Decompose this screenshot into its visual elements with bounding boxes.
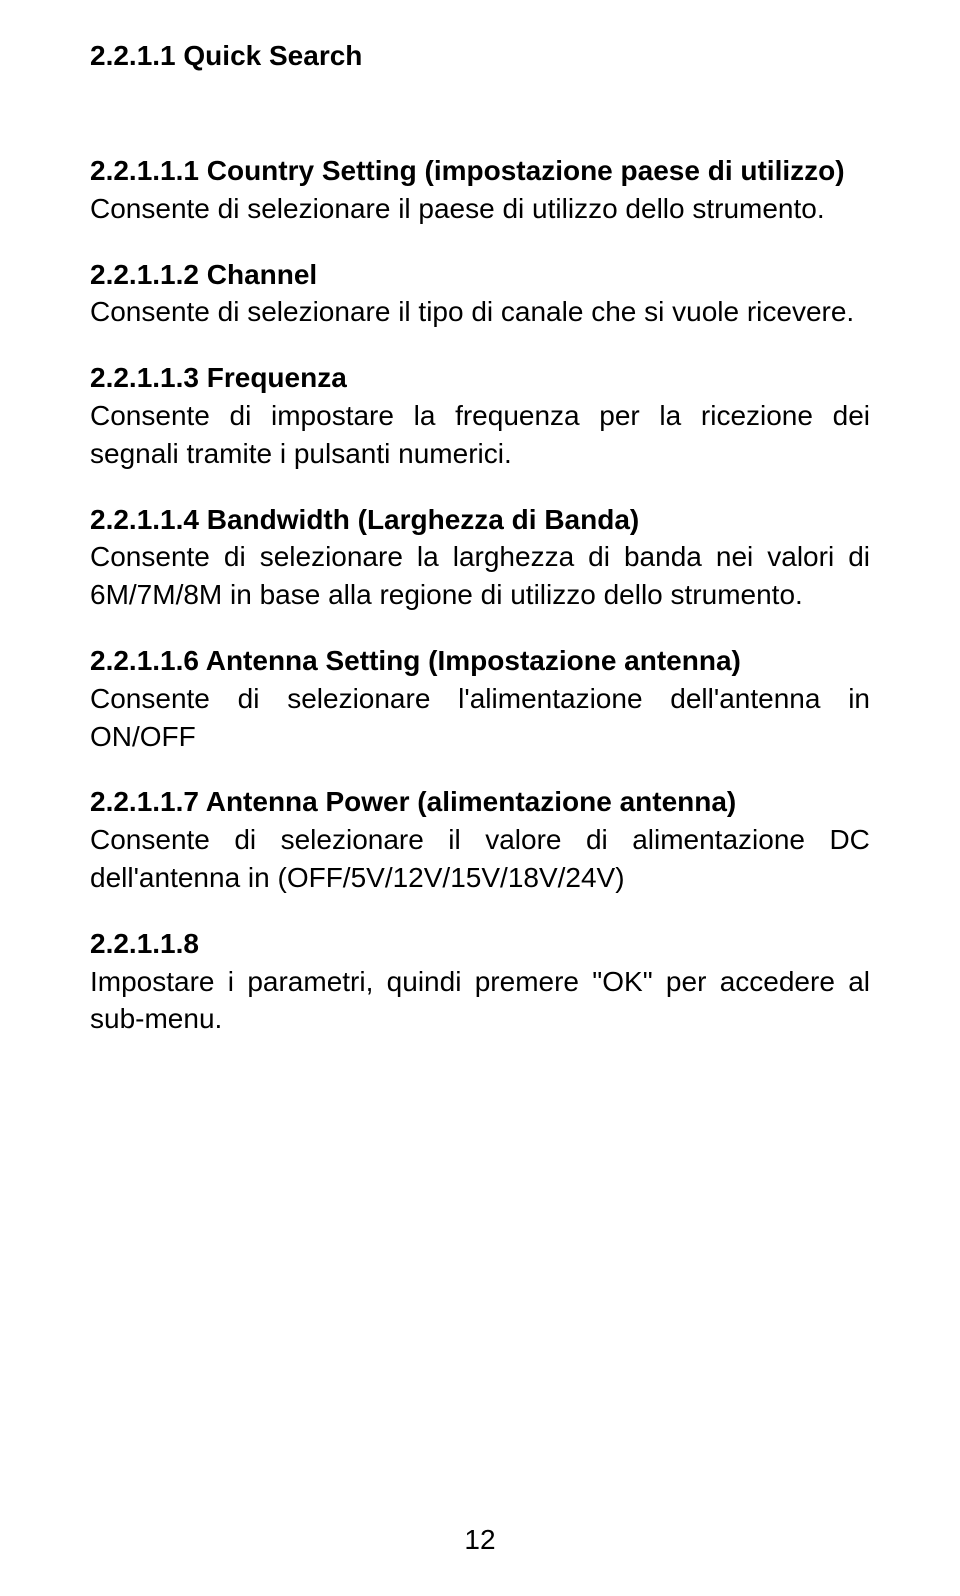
section-antenna-setting: 2.2.1.1.6 Antenna Setting (Impostazione … [90,642,870,755]
text-word: in [848,680,870,718]
section-channel: 2.2.1.1.2 Channel Consente di selezionar… [90,256,870,332]
section-heading: 2.2.1.1.4 Bandwidth (Larghezza di Banda) [90,501,870,539]
text-word: di [586,821,608,859]
text-word: l'alimentazione [458,680,642,718]
section-heading: 2.2.1.1.3 Frequenza [90,359,870,397]
text-word: selezionare [287,680,430,718]
page-title: 2.2.1.1 Quick Search [90,40,870,72]
document-page: 2.2.1.1 Quick Search 2.2.1.1.1 Country S… [0,0,960,1596]
section-body: Consente di impostare la frequenza per l… [90,397,870,473]
section-body: Consente di selezionare il paese di util… [90,190,870,228]
section-heading: 2.2.1.1.1 Country Setting (impostazione … [90,152,870,190]
section-bandwidth: 2.2.1.1.4 Bandwidth (Larghezza di Banda)… [90,501,870,614]
section-body: Impostare i parametri, quindi premere "O… [90,963,870,1039]
text-word: Consente [90,821,210,859]
section-antenna-power: 2.2.1.1.7 Antenna Power (alimentazione a… [90,783,870,896]
text-line: dell'antenna in (OFF/5V/12V/15V/18V/24V) [90,859,870,897]
text-word: il [448,821,460,859]
section-heading: 2.2.1.1.2 Channel [90,256,870,294]
text-word: dell'antenna [670,680,820,718]
text-line: ON/OFF [90,718,870,756]
section-body: Consente di selezionare l'alimentazione … [90,680,870,756]
section-heading: 2.2.1.1.8 [90,925,870,963]
section-body: Consente di selezionare la larghezza di … [90,538,870,614]
section-body: Consente di selezionare il valore di ali… [90,821,870,897]
text-word: Consente [90,680,210,718]
text-word: alimentazione [632,821,805,859]
section-heading: 2.2.1.1.6 Antenna Setting (Impostazione … [90,642,870,680]
section-country-setting: 2.2.1.1.1 Country Setting (impostazione … [90,152,870,228]
text-word: valore [485,821,561,859]
page-number: 12 [0,1524,960,1556]
text-word: di [234,821,256,859]
section-body: Consente di selezionare il tipo di canal… [90,293,870,331]
text-word: DC [829,821,869,859]
section-frequenza: 2.2.1.1.3 Frequenza Consente di impostar… [90,359,870,472]
section-8: 2.2.1.1.8 Impostare i parametri, quindi … [90,925,870,1038]
section-heading: 2.2.1.1.7 Antenna Power (alimentazione a… [90,783,870,821]
text-word: di [238,680,260,718]
text-word: selezionare [281,821,424,859]
